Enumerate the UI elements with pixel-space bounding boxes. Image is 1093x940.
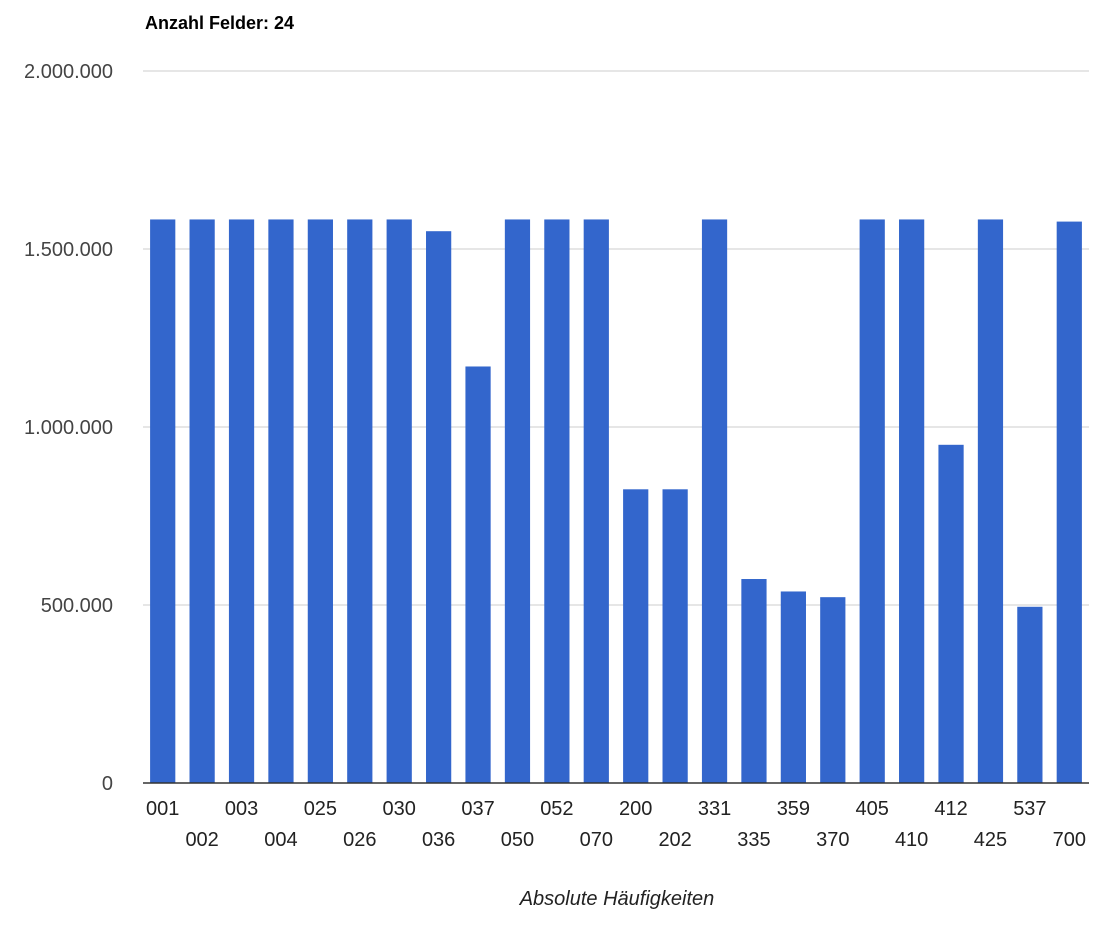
x-tick-label: 050	[501, 829, 534, 851]
y-axis-ticks: 0 500.000 1.000.000 1.500.000 2.000.000	[24, 61, 113, 795]
x-axis-ticks: 001 002 003 004 025 026 030 036 037 050 052 070 200 2…	[146, 798, 1086, 851]
bar-370	[820, 597, 846, 783]
x-tick-label: 025	[304, 798, 337, 820]
x-tick-label: 200	[619, 798, 652, 820]
x-tick-label: 003	[225, 798, 258, 820]
x-tick-label: 004	[264, 829, 297, 851]
y-tick-label: 1.500.000	[24, 239, 113, 261]
bar-026	[347, 219, 373, 783]
bar-030	[386, 219, 412, 783]
x-tick-label: 001	[146, 798, 179, 820]
x-tick-label: 331	[698, 798, 731, 820]
bar-202	[662, 489, 688, 783]
bar-003	[228, 219, 255, 783]
x-tick-label: 070	[580, 829, 613, 851]
y-tick-label: 2.000.000	[24, 61, 113, 83]
y-tick-label: 1.000.000	[24, 417, 113, 439]
chart-title: Anzahl Felder: 24	[145, 13, 294, 33]
x-tick-label: 359	[777, 798, 810, 820]
bar-070	[583, 219, 609, 783]
bar-335	[741, 579, 767, 783]
gridlines	[143, 70, 1089, 606]
bar-412	[938, 444, 964, 783]
x-tick-label: 335	[737, 829, 770, 851]
bar-331	[701, 219, 728, 783]
bar-200	[623, 489, 649, 783]
bar-410	[899, 219, 925, 783]
x-tick-label: 412	[934, 798, 967, 820]
bar-537	[1017, 606, 1043, 783]
x-tick-label: 370	[816, 829, 849, 851]
x-tick-label: 052	[540, 798, 573, 820]
bars	[150, 219, 1082, 783]
bar-004	[268, 219, 294, 783]
bar-036	[426, 231, 452, 783]
x-tick-label: 410	[895, 829, 928, 851]
x-tick-label: 202	[658, 829, 691, 851]
bar-025	[307, 219, 333, 783]
bar-405	[859, 219, 885, 783]
bar-052	[544, 219, 570, 783]
bar-037	[465, 366, 491, 783]
bar-002	[189, 219, 215, 783]
bar-425	[977, 219, 1004, 783]
x-axis-label: Absolute Häufigkeiten	[519, 888, 715, 910]
y-tick-label: 0	[102, 773, 113, 795]
y-tick-label: 500.000	[41, 595, 113, 617]
bar-700	[1056, 221, 1082, 783]
x-tick-label: 037	[461, 798, 494, 820]
bar-359	[780, 591, 806, 783]
x-tick-label: 002	[185, 829, 218, 851]
x-tick-label: 030	[383, 798, 416, 820]
x-tick-label: 537	[1013, 798, 1046, 820]
x-tick-label: 036	[422, 829, 455, 851]
x-tick-label: 026	[343, 829, 376, 851]
x-tick-label: 425	[974, 829, 1007, 851]
bar-001	[150, 219, 176, 783]
x-tick-label: 405	[856, 798, 889, 820]
x-tick-label: 700	[1053, 829, 1086, 851]
bar-050	[504, 219, 531, 783]
